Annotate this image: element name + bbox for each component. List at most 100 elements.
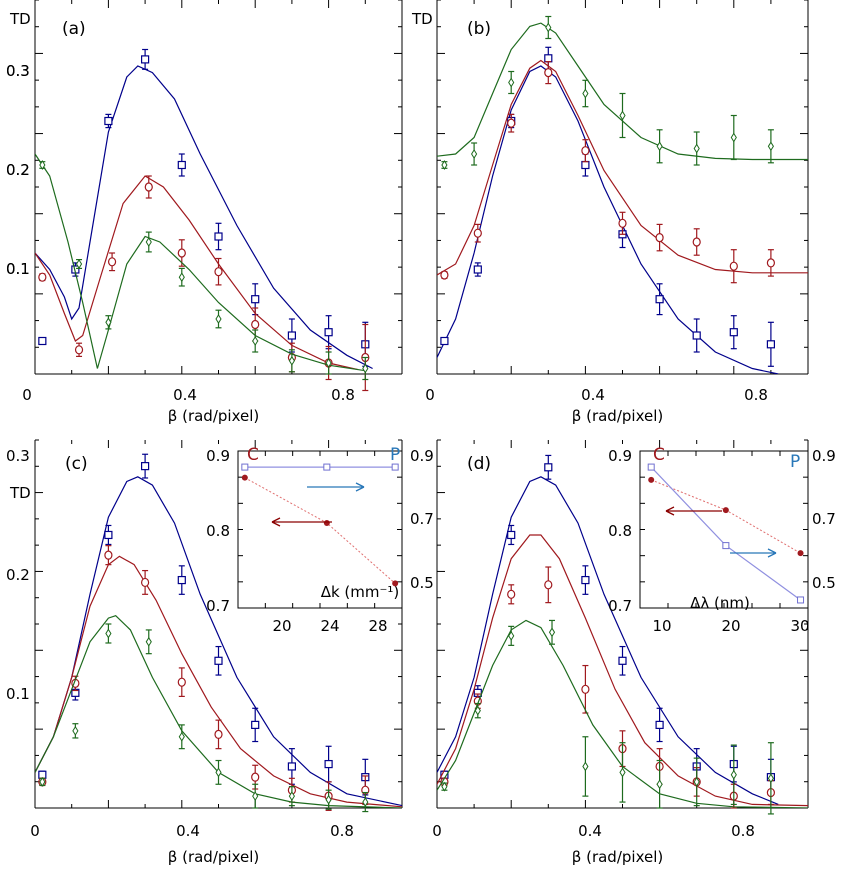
square-marker <box>692 331 701 340</box>
data-point <box>729 249 738 284</box>
data-point <box>767 129 774 164</box>
fit-curve-series-1 <box>437 534 808 807</box>
arrow-left-head <box>665 506 675 516</box>
data-point <box>325 789 332 810</box>
circle-marker <box>544 580 553 590</box>
x-tick-label: 0.8 <box>330 822 354 840</box>
data-point <box>473 223 482 243</box>
inset-left-tick-label: 0.8 <box>206 522 230 540</box>
fit-curve-series-0 <box>35 65 373 370</box>
panel-a: (a) TD 0.1 0.2 0.3 0 0.4 0.8 β (rad/pixel) <box>6 0 403 425</box>
inset-plot: 0.7 0.8 0.9 0.5 0.7 0.9 20 24 28 Δk (mm⁻¹) C P <box>206 445 434 635</box>
arrow-right-head <box>767 548 777 558</box>
inset-x-tick-label: 24 <box>320 617 339 635</box>
panel-label: (c) <box>65 454 88 474</box>
diamond-marker <box>693 143 700 154</box>
data-point <box>362 791 369 813</box>
data-point <box>214 719 223 750</box>
y-tick-label: 0.1 <box>6 260 30 278</box>
data-point <box>441 781 448 792</box>
x-tick-label: 0 <box>432 822 442 840</box>
square-marker <box>141 462 150 471</box>
circle-marker <box>251 772 260 782</box>
diamond-marker <box>288 791 295 802</box>
circle-marker <box>507 589 516 599</box>
data-point <box>214 222 223 251</box>
circle-marker <box>766 258 776 268</box>
data-point <box>508 70 515 95</box>
square-marker <box>507 530 516 540</box>
inset-c-point <box>241 474 248 481</box>
square-marker <box>766 340 776 349</box>
circle-marker <box>214 729 223 740</box>
arrow-left-head <box>271 517 281 527</box>
diamond-marker <box>508 77 515 88</box>
diamond-marker <box>39 776 46 787</box>
y-tick-label: 0.2 <box>6 566 30 584</box>
circle-marker <box>107 257 117 267</box>
arrow-right-head <box>355 482 365 492</box>
inset-right-tick-label: 0.5 <box>410 574 434 592</box>
data-point <box>693 131 700 166</box>
circle-marker <box>440 270 449 280</box>
square-marker <box>104 116 113 126</box>
data-point <box>730 744 737 806</box>
data-point <box>544 454 553 480</box>
data-point <box>141 48 150 70</box>
fit-curve-series-2 <box>437 22 808 161</box>
x-tick-label: 0 <box>425 386 435 404</box>
diamond-marker <box>441 781 448 792</box>
square-marker <box>214 656 223 665</box>
data-point <box>214 645 223 676</box>
x-axis-label: β (rad/pixel) <box>168 848 259 866</box>
x-axis-label: β (rad/pixel) <box>572 407 663 425</box>
diamond-marker <box>545 22 552 33</box>
x-tick-label: 0.4 <box>176 822 200 840</box>
y-tick-label: 0.1 <box>6 685 30 703</box>
inset-x-tick-label: 20 <box>272 617 291 635</box>
diamond-marker <box>767 773 774 784</box>
data-point <box>324 315 333 350</box>
inset-left-tick-label: 0.9 <box>608 447 632 465</box>
x-tick-label: 0.8 <box>731 822 755 840</box>
inset-p-point <box>391 463 399 471</box>
inset-right-label: P <box>790 452 800 472</box>
data-point <box>440 270 449 280</box>
x-tick-label: 0.4 <box>578 822 602 840</box>
y-tick-label: 0.3 <box>6 447 30 465</box>
diamond-marker <box>474 705 481 716</box>
inset-right-tick-label: 0.7 <box>410 510 434 528</box>
inset-p-point <box>647 463 655 471</box>
data-point <box>177 239 186 267</box>
square-marker <box>251 720 260 730</box>
diamond-marker <box>548 627 556 638</box>
inset-frame <box>237 450 403 609</box>
diamond-marker <box>252 791 259 802</box>
data-point <box>177 153 186 177</box>
diamond-marker <box>105 317 112 328</box>
circle-marker <box>74 345 84 355</box>
circle-marker <box>618 218 627 228</box>
square-marker <box>440 336 449 346</box>
diamond-marker <box>767 141 774 152</box>
inset-x-label: Δk (mm⁻¹) <box>321 583 400 601</box>
diamond-marker <box>105 628 112 639</box>
circle-marker <box>144 182 153 192</box>
data-point <box>441 160 448 170</box>
data-point <box>545 15 552 40</box>
square-marker <box>544 54 553 63</box>
x-tick-label: 0.4 <box>173 386 197 404</box>
circle-marker <box>581 146 590 156</box>
circle-marker <box>104 550 113 560</box>
y-tick-label: 0.3 <box>6 62 30 80</box>
data-point <box>105 623 112 644</box>
data-point <box>656 759 663 809</box>
square-marker <box>214 232 223 241</box>
inset-right-tick-label: 0.9 <box>410 447 434 465</box>
inset-p-point <box>797 596 805 604</box>
circle-marker <box>544 67 553 78</box>
data-point <box>440 336 449 346</box>
data-point <box>471 142 478 166</box>
inset-x-label: Δλ (nm) <box>690 594 750 612</box>
